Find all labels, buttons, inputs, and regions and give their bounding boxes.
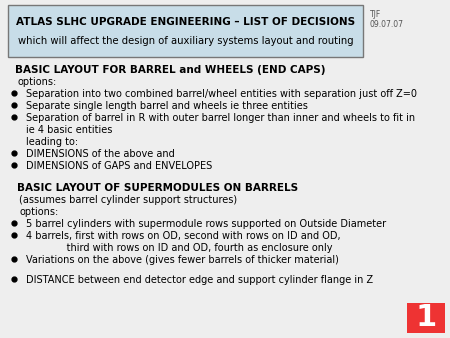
Text: ATLAS SLHC UPGRADE ENGINEERING – LIST OF DECISIONS: ATLAS SLHC UPGRADE ENGINEERING – LIST OF… [16, 17, 355, 27]
Text: third with rows on ID and OD, fourth as enclosure only: third with rows on ID and OD, fourth as … [26, 243, 333, 253]
Text: 5 barrel cylinders with supermodule rows supported on Outside Diameter: 5 barrel cylinders with supermodule rows… [26, 219, 386, 229]
Text: DIMENSIONS of the above and: DIMENSIONS of the above and [26, 149, 175, 159]
Text: which will affect the design of auxiliary systems layout and routing: which will affect the design of auxiliar… [18, 36, 353, 46]
Text: options:: options: [17, 77, 56, 87]
Text: ie 4 basic entities: ie 4 basic entities [26, 125, 112, 135]
Text: (assumes barrel cylinder support structures): (assumes barrel cylinder support structu… [19, 195, 237, 205]
FancyBboxPatch shape [407, 303, 445, 333]
Text: 1: 1 [415, 304, 436, 333]
Text: BASIC LAYOUT OF SUPERMODULES ON BARRELS: BASIC LAYOUT OF SUPERMODULES ON BARRELS [17, 183, 298, 193]
Text: 4 barrels, first with rows on OD, second with rows on ID and OD,: 4 barrels, first with rows on OD, second… [26, 231, 341, 241]
Text: TJF
09.07.07: TJF 09.07.07 [370, 10, 404, 29]
FancyBboxPatch shape [8, 5, 363, 57]
Text: Variations on the above (gives fewer barrels of thicker material): Variations on the above (gives fewer bar… [26, 255, 339, 265]
Text: BASIC LAYOUT FOR BARREL and WHEELS (END CAPS): BASIC LAYOUT FOR BARREL and WHEELS (END … [15, 65, 325, 75]
Text: DIMENSIONS of GAPS and ENVELOPES: DIMENSIONS of GAPS and ENVELOPES [26, 161, 212, 171]
Text: Separation into two combined barrel/wheel entities with separation just off Z=0: Separation into two combined barrel/whee… [26, 89, 417, 99]
Text: options:: options: [19, 207, 58, 217]
Text: DISTANCE between end detector edge and support cylinder flange in Z: DISTANCE between end detector edge and s… [26, 275, 373, 285]
Text: leading to:: leading to: [26, 137, 78, 147]
Text: Separation of barrel in R with outer barrel longer than inner and wheels to fit : Separation of barrel in R with outer bar… [26, 113, 415, 123]
Text: Separate single length barrel and wheels ie three entities: Separate single length barrel and wheels… [26, 101, 308, 111]
